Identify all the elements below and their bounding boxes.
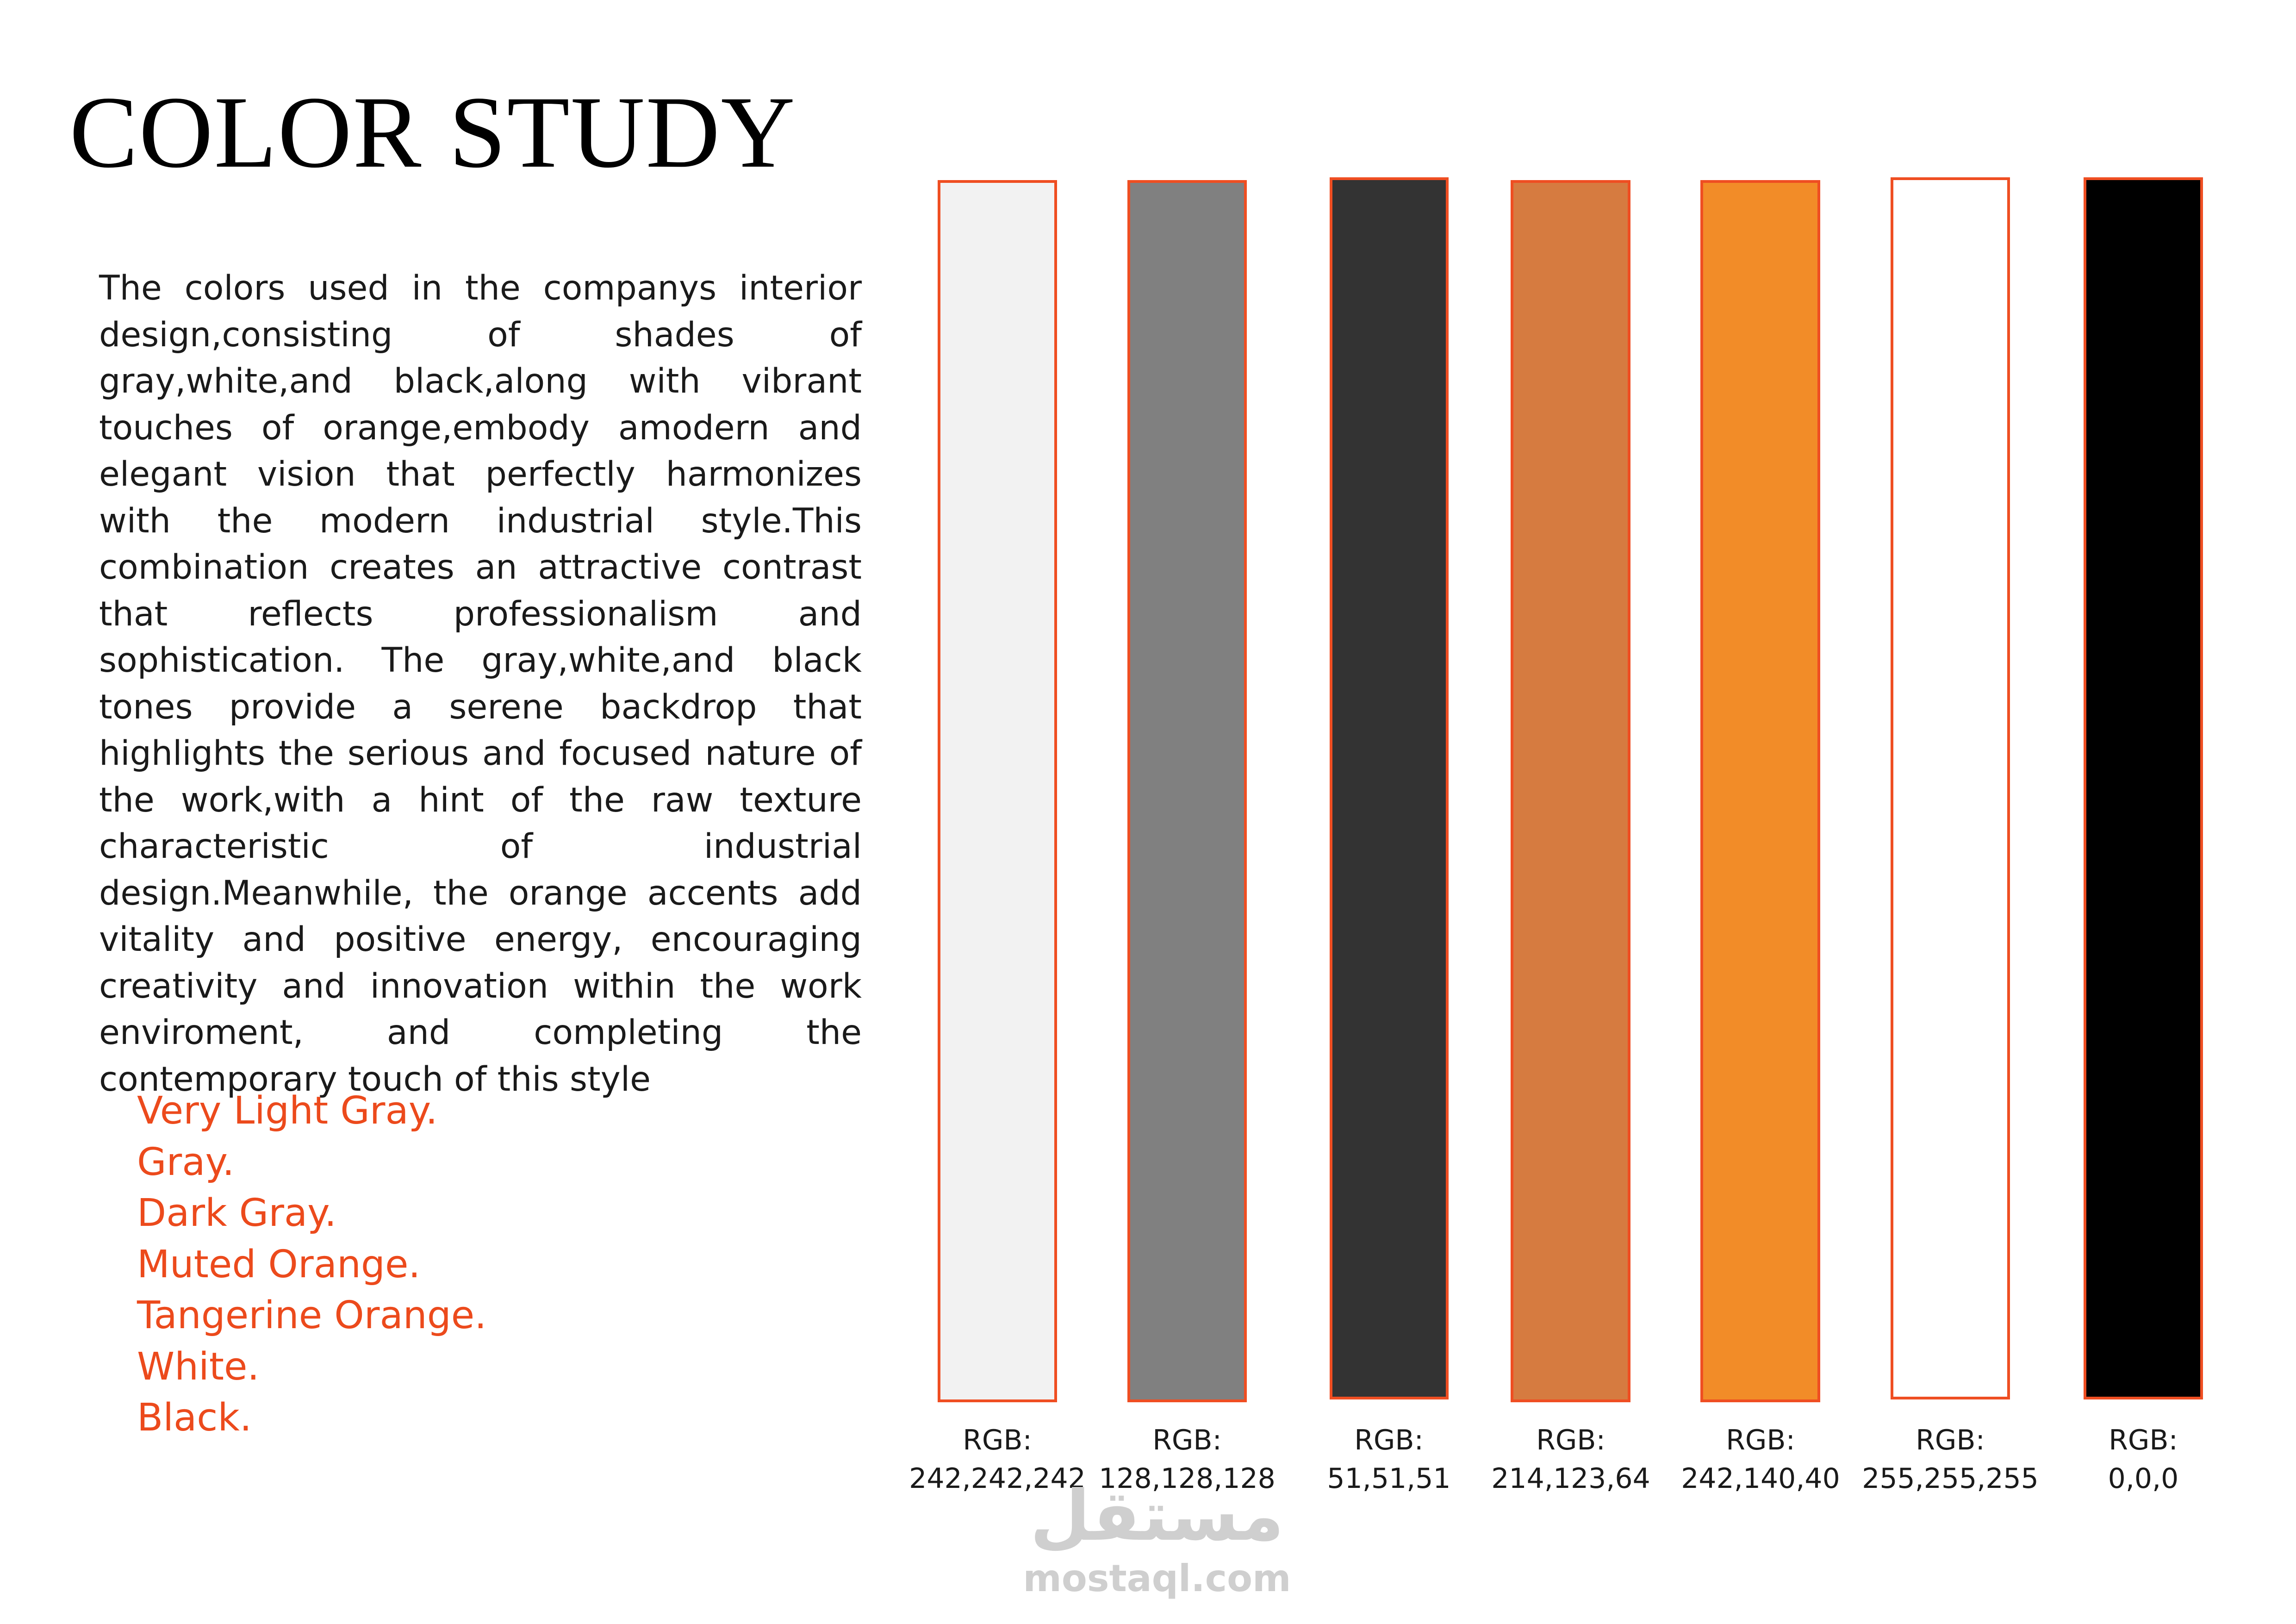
- rgb-label: RGB: 128,128,128: [1090, 1421, 1284, 1498]
- rgb-label: RGB: 0,0,0: [2046, 1421, 2240, 1498]
- swatch-black: [2084, 177, 2203, 1399]
- rgb-label: RGB: 51,51,51: [1292, 1421, 1486, 1498]
- color-name-item: Dark Gray.: [137, 1191, 337, 1235]
- color-name-item: Tangerine Orange.: [137, 1293, 487, 1337]
- rgb-label-prefix: RGB:: [1726, 1424, 1795, 1456]
- page-title: COLOR STUDY: [69, 75, 796, 189]
- description-paragraph: The colors used in the companys interior…: [99, 269, 862, 1099]
- rgb-label: RGB: 255,255,255: [1853, 1421, 2047, 1498]
- color-name-item: White.: [137, 1344, 260, 1389]
- rgb-label: RGB: 242,242,242: [900, 1421, 1095, 1498]
- swatch-very-light-gray: [938, 180, 1057, 1402]
- watermark-url: mostaql.com: [1023, 1557, 1291, 1600]
- color-name-list: Very Light Gray. Gray. Dark Gray. Muted …: [137, 1086, 486, 1444]
- rgb-label-prefix: RGB:: [1536, 1424, 1605, 1456]
- rgb-label-value: 51,51,51: [1327, 1462, 1451, 1495]
- rgb-label-value: 214,123,64: [1491, 1462, 1650, 1495]
- watermark-logo: مستقل mostaql.com: [1009, 1477, 1305, 1602]
- rgb-label-value: 242,140,40: [1681, 1462, 1840, 1495]
- rgb-label: RGB: 214,123,64: [1474, 1421, 1668, 1498]
- rgb-label-prefix: RGB:: [963, 1424, 1032, 1456]
- color-name-item: Gray.: [137, 1140, 235, 1184]
- color-name-item: Muted Orange.: [137, 1242, 421, 1287]
- swatch-tangerine-orange: [1700, 180, 1820, 1402]
- watermark-arabic: مستقل: [1030, 1476, 1284, 1556]
- color-name-item: Black.: [137, 1396, 252, 1440]
- swatch-gray: [1127, 180, 1247, 1402]
- swatch-dark-gray: [1330, 177, 1449, 1399]
- rgb-label-prefix: RGB:: [1916, 1424, 1985, 1456]
- rgb-label-prefix: RGB:: [2109, 1424, 2178, 1456]
- color-name-item: Very Light Gray.: [137, 1089, 438, 1133]
- rgb-label: RGB: 242,140,40: [1663, 1421, 1858, 1498]
- rgb-label-value: 255,255,255: [1862, 1462, 2039, 1495]
- rgb-label-prefix: RGB:: [1354, 1424, 1424, 1456]
- rgb-label-value: 128,128,128: [1099, 1462, 1276, 1495]
- swatch-white: [1891, 177, 2010, 1399]
- rgb-label-prefix: RGB:: [1152, 1424, 1222, 1456]
- rgb-label-value: 242,242,242: [909, 1462, 1086, 1495]
- rgb-label-value: 0,0,0: [2108, 1462, 2179, 1495]
- swatch-muted-orange: [1511, 180, 1630, 1402]
